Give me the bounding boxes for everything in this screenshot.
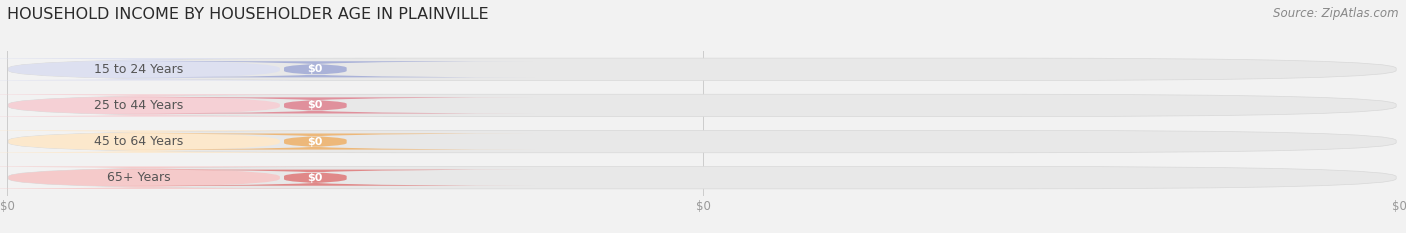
Text: 25 to 44 Years: 25 to 44 Years bbox=[94, 99, 183, 112]
Text: HOUSEHOLD INCOME BY HOUSEHOLDER AGE IN PLAINVILLE: HOUSEHOLD INCOME BY HOUSEHOLDER AGE IN P… bbox=[7, 7, 489, 22]
Text: $0: $0 bbox=[308, 100, 323, 110]
FancyBboxPatch shape bbox=[8, 94, 1396, 117]
FancyBboxPatch shape bbox=[0, 130, 398, 153]
Text: $0: $0 bbox=[308, 173, 323, 183]
FancyBboxPatch shape bbox=[8, 58, 1396, 81]
FancyBboxPatch shape bbox=[8, 130, 1396, 153]
FancyBboxPatch shape bbox=[0, 58, 398, 81]
FancyBboxPatch shape bbox=[96, 134, 534, 150]
FancyBboxPatch shape bbox=[96, 97, 534, 113]
Text: $0: $0 bbox=[308, 137, 323, 147]
Text: 15 to 24 Years: 15 to 24 Years bbox=[94, 63, 183, 76]
Text: 65+ Years: 65+ Years bbox=[107, 171, 170, 184]
FancyBboxPatch shape bbox=[8, 166, 1396, 189]
Text: $0: $0 bbox=[308, 64, 323, 74]
FancyBboxPatch shape bbox=[0, 166, 398, 189]
Text: Source: ZipAtlas.com: Source: ZipAtlas.com bbox=[1274, 7, 1399, 20]
FancyBboxPatch shape bbox=[0, 94, 398, 117]
FancyBboxPatch shape bbox=[96, 61, 534, 77]
Text: 45 to 64 Years: 45 to 64 Years bbox=[94, 135, 183, 148]
FancyBboxPatch shape bbox=[96, 170, 534, 186]
